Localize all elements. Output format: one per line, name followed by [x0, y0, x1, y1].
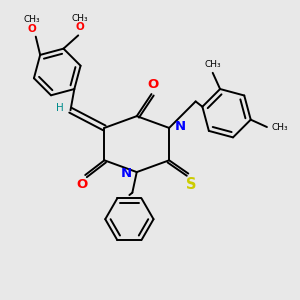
Text: O: O [147, 77, 159, 91]
Text: O: O [75, 22, 84, 32]
Text: CH₃: CH₃ [204, 60, 221, 69]
Text: H: H [56, 103, 64, 113]
Text: CH₃: CH₃ [271, 122, 288, 131]
Text: N: N [174, 120, 186, 133]
Text: N: N [120, 167, 131, 180]
Text: O: O [76, 178, 87, 191]
Text: CH₃: CH₃ [24, 15, 40, 24]
Text: O: O [28, 24, 37, 34]
Text: S: S [186, 177, 196, 192]
Text: CH₃: CH₃ [71, 14, 88, 23]
